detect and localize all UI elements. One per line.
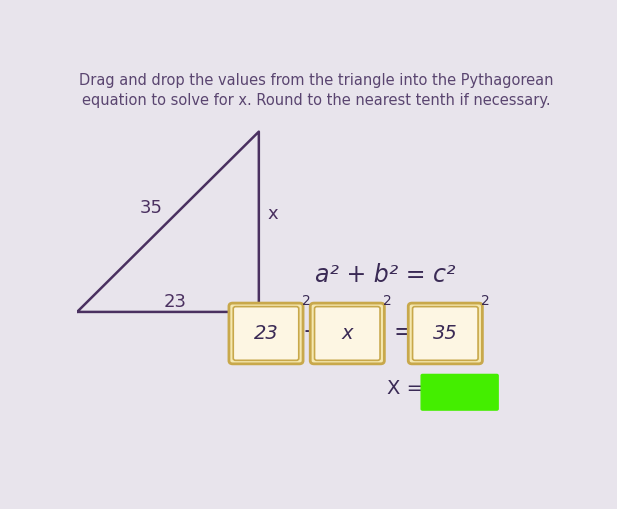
FancyBboxPatch shape: [315, 306, 380, 360]
Text: X =: X =: [387, 379, 423, 398]
Text: +: +: [302, 320, 322, 344]
FancyBboxPatch shape: [413, 306, 478, 360]
FancyBboxPatch shape: [229, 303, 303, 364]
Text: 2: 2: [302, 294, 311, 308]
Text: 35: 35: [139, 199, 163, 217]
FancyBboxPatch shape: [310, 303, 384, 364]
Text: =: =: [394, 320, 413, 344]
Text: 35: 35: [433, 324, 458, 343]
Text: 2: 2: [481, 294, 490, 308]
Text: 23: 23: [254, 324, 278, 343]
Text: x: x: [342, 324, 353, 343]
FancyBboxPatch shape: [233, 306, 299, 360]
Text: a² + b² = c²: a² + b² = c²: [315, 263, 456, 287]
Text: x: x: [268, 205, 278, 223]
FancyBboxPatch shape: [408, 303, 482, 364]
Text: 2: 2: [383, 294, 392, 308]
Text: Drag and drop the values from the triangle into the Pythagorean
equation to solv: Drag and drop the values from the triang…: [79, 73, 553, 108]
FancyBboxPatch shape: [421, 375, 498, 410]
Text: 23: 23: [164, 293, 187, 311]
